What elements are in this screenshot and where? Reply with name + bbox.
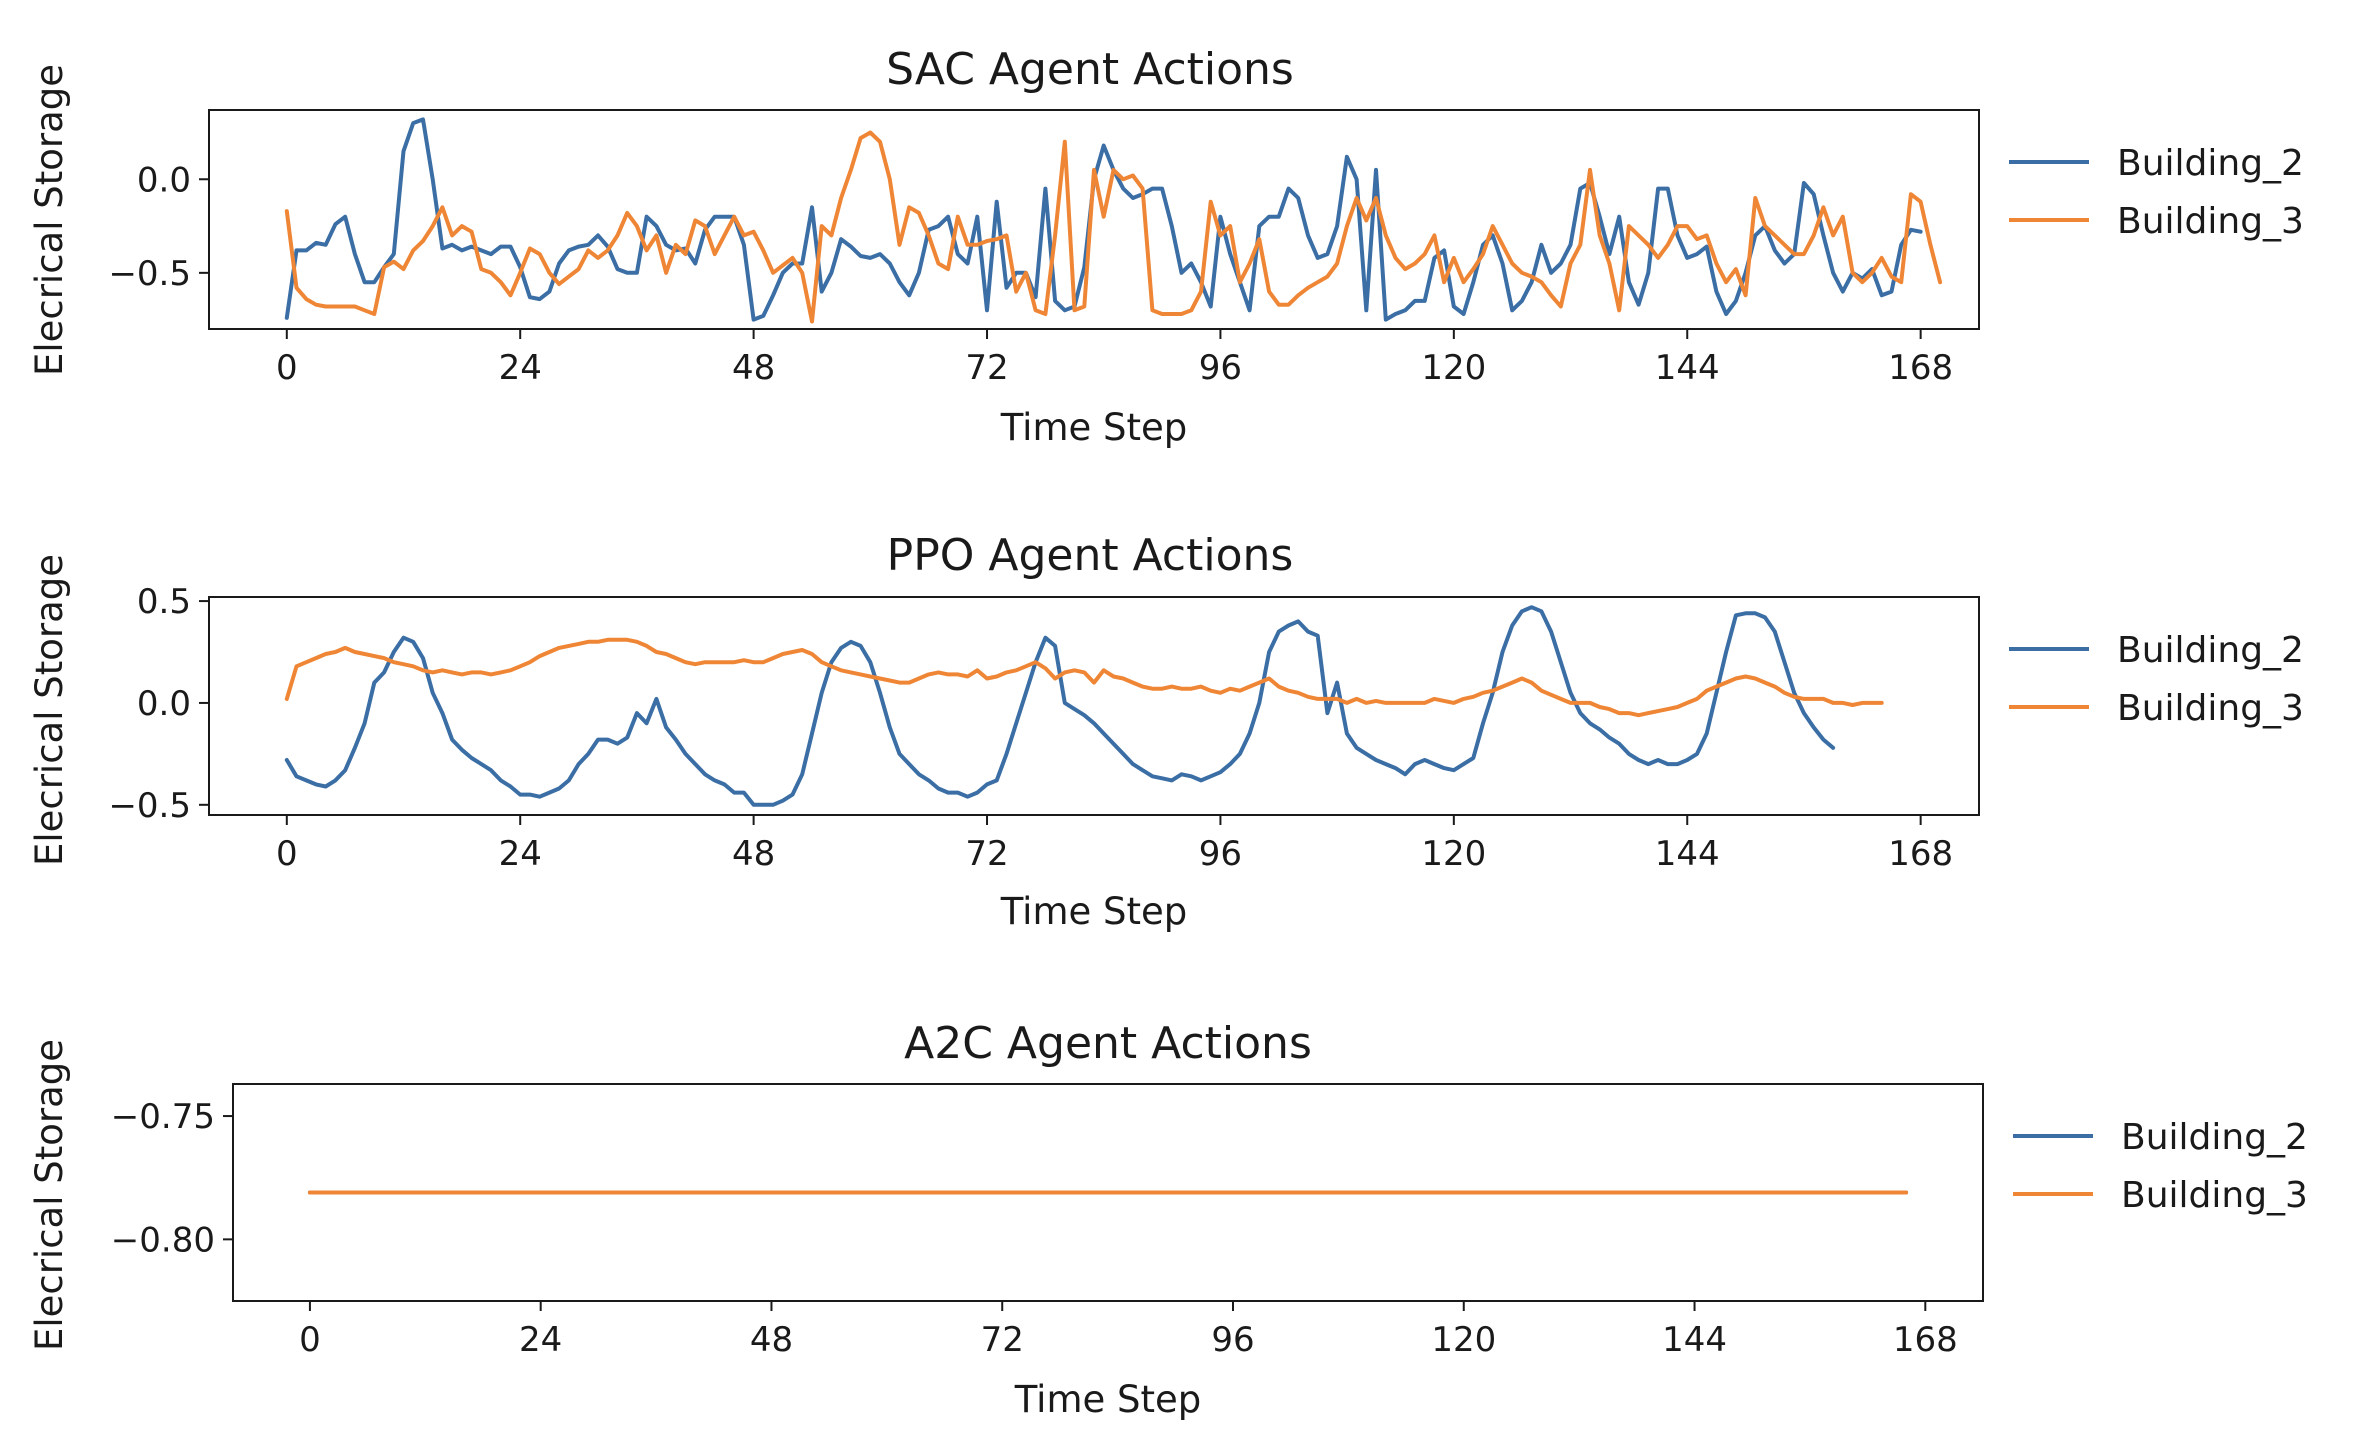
x-tick-label: 0 xyxy=(276,348,298,388)
x-tick-label: 24 xyxy=(519,1320,562,1360)
series-line-building-3 xyxy=(284,130,1943,324)
y-tick-label: −0.5 xyxy=(108,786,191,826)
x-tick-label: 0 xyxy=(299,1320,321,1360)
x-axis-label: Time Step xyxy=(1000,406,1188,449)
x-tick-label: 24 xyxy=(499,348,542,388)
panel-ppo: PPO Agent Actions 0 24 48 72 96 120 144 168 0.5 0… xyxy=(28,530,2304,933)
x-tick-label: 168 xyxy=(1893,1320,1958,1360)
x-axis-label: Time Step xyxy=(1000,890,1188,933)
plot-frame xyxy=(208,596,1980,816)
x-tick-label: 120 xyxy=(1421,348,1486,388)
x-tick-label: 48 xyxy=(750,1320,793,1360)
legend-label: Building_2 xyxy=(2117,630,2304,671)
x-tick-label: 72 xyxy=(965,348,1008,388)
legend: Building_2 Building_3 xyxy=(2013,1117,2308,1216)
x-tick-label: 144 xyxy=(1662,1320,1727,1360)
y-tick-label: 0.0 xyxy=(137,160,191,200)
legend-label: Building_3 xyxy=(2117,201,2304,242)
y-tick-label: −0.80 xyxy=(111,1220,215,1260)
series-line-building-3 xyxy=(284,637,1884,718)
x-tick-label: 24 xyxy=(499,834,542,874)
y-axis-label: Elecrical Storage xyxy=(28,554,71,866)
x-tick-label: 144 xyxy=(1655,834,1720,874)
x-tick-label: 120 xyxy=(1431,1320,1496,1360)
legend: Building_2 Building_3 xyxy=(2009,630,2304,729)
y-tick-label: −0.5 xyxy=(108,254,191,294)
chart-title: PPO Agent Actions xyxy=(887,530,1294,581)
x-tick-label: 168 xyxy=(1888,834,1953,874)
legend: Building_2 Building_3 xyxy=(2009,143,2304,242)
x-tick-label: 96 xyxy=(1199,834,1242,874)
y-axis-label: Elecrical Storage xyxy=(28,64,71,376)
legend-label: Building_2 xyxy=(2117,143,2304,184)
legend-label: Building_3 xyxy=(2121,1175,2308,1216)
panel-a2c: A2C Agent Actions 0 24 48 72 96 120 144 168 −0.7… xyxy=(28,1018,2308,1421)
legend-label: Building_2 xyxy=(2121,1117,2308,1158)
x-tick-label: 120 xyxy=(1421,834,1486,874)
y-axis-label: Elecrical Storage xyxy=(28,1039,71,1351)
plot-frame xyxy=(232,1083,1984,1302)
series-line-building-2 xyxy=(284,117,1923,322)
chart-title: A2C Agent Actions xyxy=(904,1018,1312,1069)
plot-frame xyxy=(208,109,1980,330)
x-tick-label: 0 xyxy=(276,834,298,874)
x-tick-label: 96 xyxy=(1211,1320,1254,1360)
y-tick-label: −0.75 xyxy=(111,1097,215,1137)
x-tick-label: 48 xyxy=(732,834,775,874)
x-axis-label: Time Step xyxy=(1014,1378,1202,1421)
y-tick-label: 0.0 xyxy=(137,684,191,724)
x-tick-label: 168 xyxy=(1888,348,1953,388)
x-tick-label: 144 xyxy=(1655,348,1720,388)
x-tick-label: 96 xyxy=(1199,348,1242,388)
chart-title: SAC Agent Actions xyxy=(886,44,1294,95)
legend-label: Building_3 xyxy=(2117,688,2304,729)
x-tick-label: 72 xyxy=(981,1320,1024,1360)
x-tick-label: 72 xyxy=(965,834,1008,874)
x-tick-label: 48 xyxy=(732,348,775,388)
y-tick-label: 0.5 xyxy=(137,582,191,622)
panel-sac: SAC Agent Actions 0 24 48 72 96 120 144 168 0.0 −… xyxy=(28,44,2304,449)
